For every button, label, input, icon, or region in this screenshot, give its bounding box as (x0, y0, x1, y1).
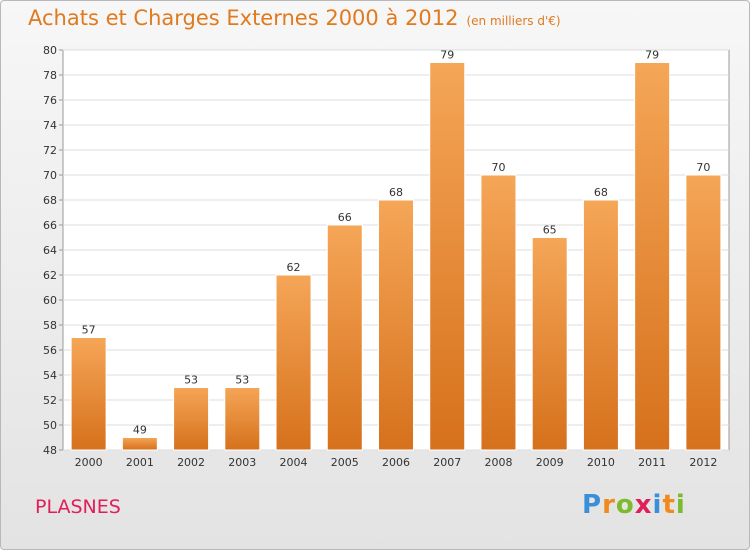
bar-value-label: 68 (594, 186, 608, 199)
bar-value-label: 53 (184, 374, 198, 387)
bar-2006 (378, 199, 414, 451)
bar-value-label: 79 (440, 49, 454, 62)
bar-2008 (480, 174, 517, 451)
bar-value-label: 68 (389, 186, 403, 199)
bar-2000 (70, 337, 107, 451)
y-tick-label: 78 (43, 69, 57, 82)
chart-title-text: Achats et Charges Externes 2000 à 2012 (28, 6, 459, 30)
y-tick-label: 48 (43, 444, 57, 457)
y-tick-label: 68 (43, 194, 57, 207)
bar-value-label: 49 (133, 424, 147, 437)
x-tick-label: 2004 (280, 456, 308, 469)
x-tick-label: 2007 (433, 456, 461, 469)
y-tick-label: 72 (43, 144, 57, 157)
x-axis-tick-labels: 2000 2001 2002 2003 2004 2005 2006 2007 2008 2009… (75, 456, 718, 469)
bar-2003 (224, 387, 261, 451)
logo-letter: x (634, 490, 653, 520)
bar-value-label: 70 (491, 161, 505, 174)
y-tick-label: 70 (43, 169, 57, 182)
y-tick-label: 80 (43, 44, 57, 57)
y-tick-label: 54 (43, 369, 57, 382)
bar-value-label: 70 (696, 161, 710, 174)
logo-letter: i (652, 490, 663, 520)
y-tick-label: 56 (43, 344, 57, 357)
y-tick-label: 64 (43, 244, 57, 257)
y-tick-label: 58 (43, 319, 57, 332)
commune-name: PLASNES (35, 496, 121, 518)
chart-title: Achats et Charges Externes 2000 à 2012 (e… (28, 6, 561, 30)
x-tick-label: 2012 (689, 456, 717, 469)
y-tick-label: 76 (43, 94, 57, 107)
bar-2010 (582, 199, 619, 451)
bar-2005 (326, 224, 363, 451)
y-tick-label: 62 (43, 269, 57, 282)
x-tick-label: 2003 (228, 456, 256, 469)
bar-2011 (634, 62, 671, 451)
logo-letter: o (615, 490, 635, 520)
logo-letter: i (675, 490, 686, 520)
x-tick-label: 2001 (126, 456, 154, 469)
y-axis-tick-labels: 48 50 52 54 56 58 60 62 64 66 68 70 72 74 76 78 80 (43, 44, 57, 457)
bar-2007 (429, 62, 466, 451)
chart-subtitle: (en milliers d'€) (466, 14, 561, 28)
x-tick-label: 2010 (587, 456, 615, 469)
logo-letter: P (582, 490, 603, 520)
bar-value-label: 66 (338, 211, 352, 224)
x-tick-label: 2006 (382, 456, 410, 469)
bar-2004 (275, 274, 312, 451)
bar-value-label: 62 (287, 261, 301, 274)
x-tick-label: 2000 (75, 456, 103, 469)
bar-value-label: 79 (645, 49, 659, 62)
bar-value-label: 65 (543, 224, 557, 237)
y-tick-label: 60 (43, 294, 57, 307)
proxiti-logo: Proxiti (582, 490, 686, 520)
y-tick-label: 50 (43, 419, 57, 432)
bar-2012 (685, 174, 722, 451)
y-tick-label: 52 (43, 394, 57, 407)
x-tick-label: 2008 (484, 456, 512, 469)
bar-2001 (121, 437, 158, 451)
x-tick-label: 2011 (638, 456, 666, 469)
bar-2009 (531, 237, 568, 451)
x-tick-label: 2009 (536, 456, 564, 469)
bar-2002 (173, 387, 210, 451)
bar-value-label: 57 (82, 324, 96, 337)
x-tick-label: 2005 (331, 456, 359, 469)
logo-letter: r (602, 490, 616, 520)
bar-value-label: 53 (235, 374, 249, 387)
y-tick-label: 74 (43, 119, 57, 132)
x-tick-label: 2002 (177, 456, 205, 469)
y-tick-label: 66 (43, 219, 57, 232)
logo-letter: t (662, 490, 676, 520)
bars: 57 49 53 53 62 66 68 79 70 65 68 79 70 (70, 49, 722, 451)
